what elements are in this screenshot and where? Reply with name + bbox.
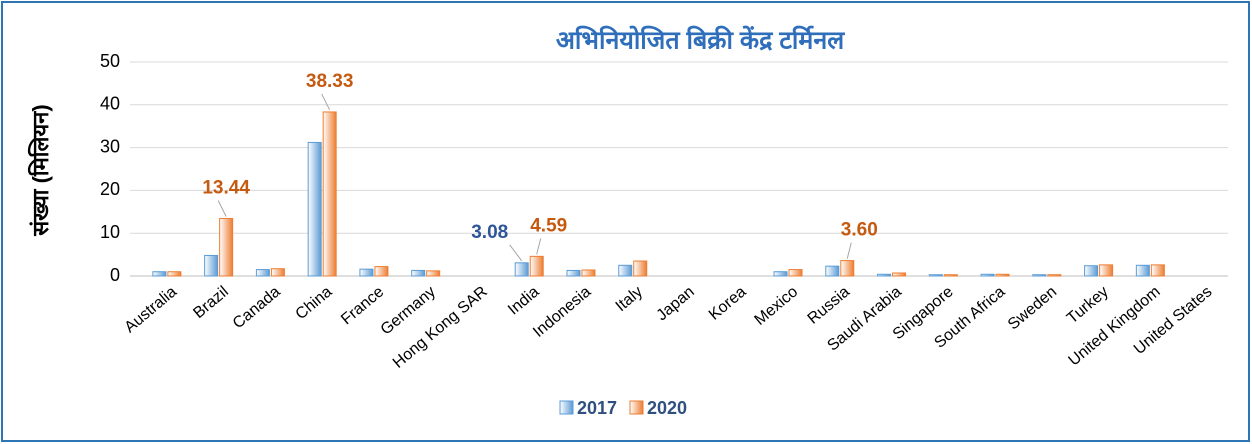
bar: [322, 111, 337, 277]
leader-line: [509, 244, 523, 262]
y-axis-label: संख्या (मिलियन): [27, 104, 53, 236]
leader-line: [846, 242, 852, 259]
leader-line: [217, 200, 227, 217]
bar: [426, 270, 441, 277]
bar: [788, 269, 803, 277]
bar: [1099, 264, 1114, 277]
bar: [566, 269, 581, 277]
bar: [359, 268, 374, 277]
bar: [980, 273, 995, 277]
legend-swatch: [559, 400, 574, 415]
legend-label: 2020: [647, 398, 687, 418]
y-tick-label: 20: [100, 179, 120, 199]
bar: [1047, 274, 1062, 277]
data-label: 38.33: [306, 71, 354, 92]
leader-line: [321, 93, 331, 111]
bar: [529, 255, 544, 277]
bar: [219, 217, 234, 277]
chart-title: अभिनियोजित बिक्री केंद्र टर्मिनल: [556, 26, 845, 55]
bar: [1150, 264, 1165, 277]
data-label: 3.08: [471, 222, 508, 243]
data-label: 4.59: [530, 215, 567, 236]
bar: [411, 269, 426, 277]
bar: [270, 268, 285, 277]
bar: [928, 274, 943, 277]
bar: [255, 269, 270, 277]
bar: [877, 273, 892, 277]
bar: [374, 266, 389, 277]
leader-line: [536, 238, 542, 255]
bar: [892, 272, 907, 277]
y-tick-label: 40: [100, 94, 120, 114]
bar: [840, 260, 855, 277]
bar: [152, 271, 167, 277]
data-label: 13.44: [202, 177, 250, 198]
legend-label: 2017: [577, 398, 617, 418]
bar: [1032, 274, 1047, 277]
bar: [1135, 264, 1150, 277]
y-tick-label: 0: [110, 265, 120, 285]
bar: [307, 141, 322, 277]
bar: [633, 260, 648, 277]
bar: [167, 271, 182, 277]
bar: [204, 254, 219, 277]
bar: [581, 269, 596, 277]
y-tick-label: 10: [100, 222, 120, 242]
y-tick-label: 30: [100, 136, 120, 156]
legend-swatch: [629, 400, 644, 415]
data-label: 3.60: [841, 220, 878, 241]
bar: [825, 265, 840, 277]
bar: [618, 264, 633, 277]
y-tick-label: 50: [100, 51, 120, 71]
bar: [514, 262, 529, 277]
bar: [1084, 265, 1099, 277]
bar: [943, 274, 958, 277]
bar: [995, 273, 1010, 277]
bar: [773, 271, 788, 277]
